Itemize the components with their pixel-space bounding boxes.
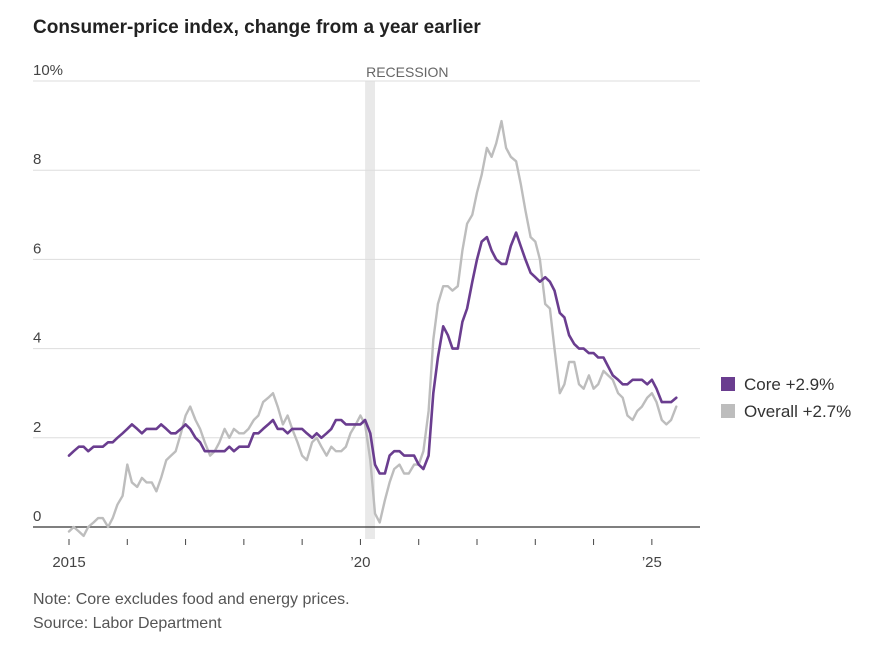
chart-note: Note: Core excludes food and energy pric… — [33, 591, 350, 608]
series-line-overall — [67, 119, 678, 538]
y-tick-label: 10% — [33, 62, 63, 79]
legend-swatch-core — [721, 377, 735, 391]
series-line-core — [67, 231, 678, 475]
y-tick-label: 6 — [33, 240, 41, 257]
x-tick-label: ’25 — [642, 554, 662, 571]
x-tick-label: ’20 — [350, 554, 370, 571]
axis-layer: 2015 ’20 ’25 — [33, 526, 700, 571]
chart-source: Source: Labor Department — [33, 615, 222, 632]
recession-label: RECESSION — [366, 64, 448, 80]
series-layer — [67, 119, 678, 538]
y-tick-label: 8 — [33, 151, 41, 168]
recession-layer: RECESSION — [365, 64, 449, 539]
legend-label-core: Core +2.9% — [744, 375, 834, 394]
legend-label-overall: Overall +2.7% — [744, 402, 851, 421]
chart-title: Consumer-price index, change from a year… — [33, 17, 481, 38]
y-tick-label: 2 — [33, 419, 41, 436]
y-tick-label: 4 — [33, 330, 41, 347]
y-tick-label: 0 — [33, 508, 41, 525]
recession-band — [365, 81, 375, 539]
legend-swatch-overall — [721, 404, 735, 418]
legend: Core +2.9% Overall +2.7% — [721, 375, 851, 421]
x-tick-label: 2015 — [52, 554, 85, 571]
